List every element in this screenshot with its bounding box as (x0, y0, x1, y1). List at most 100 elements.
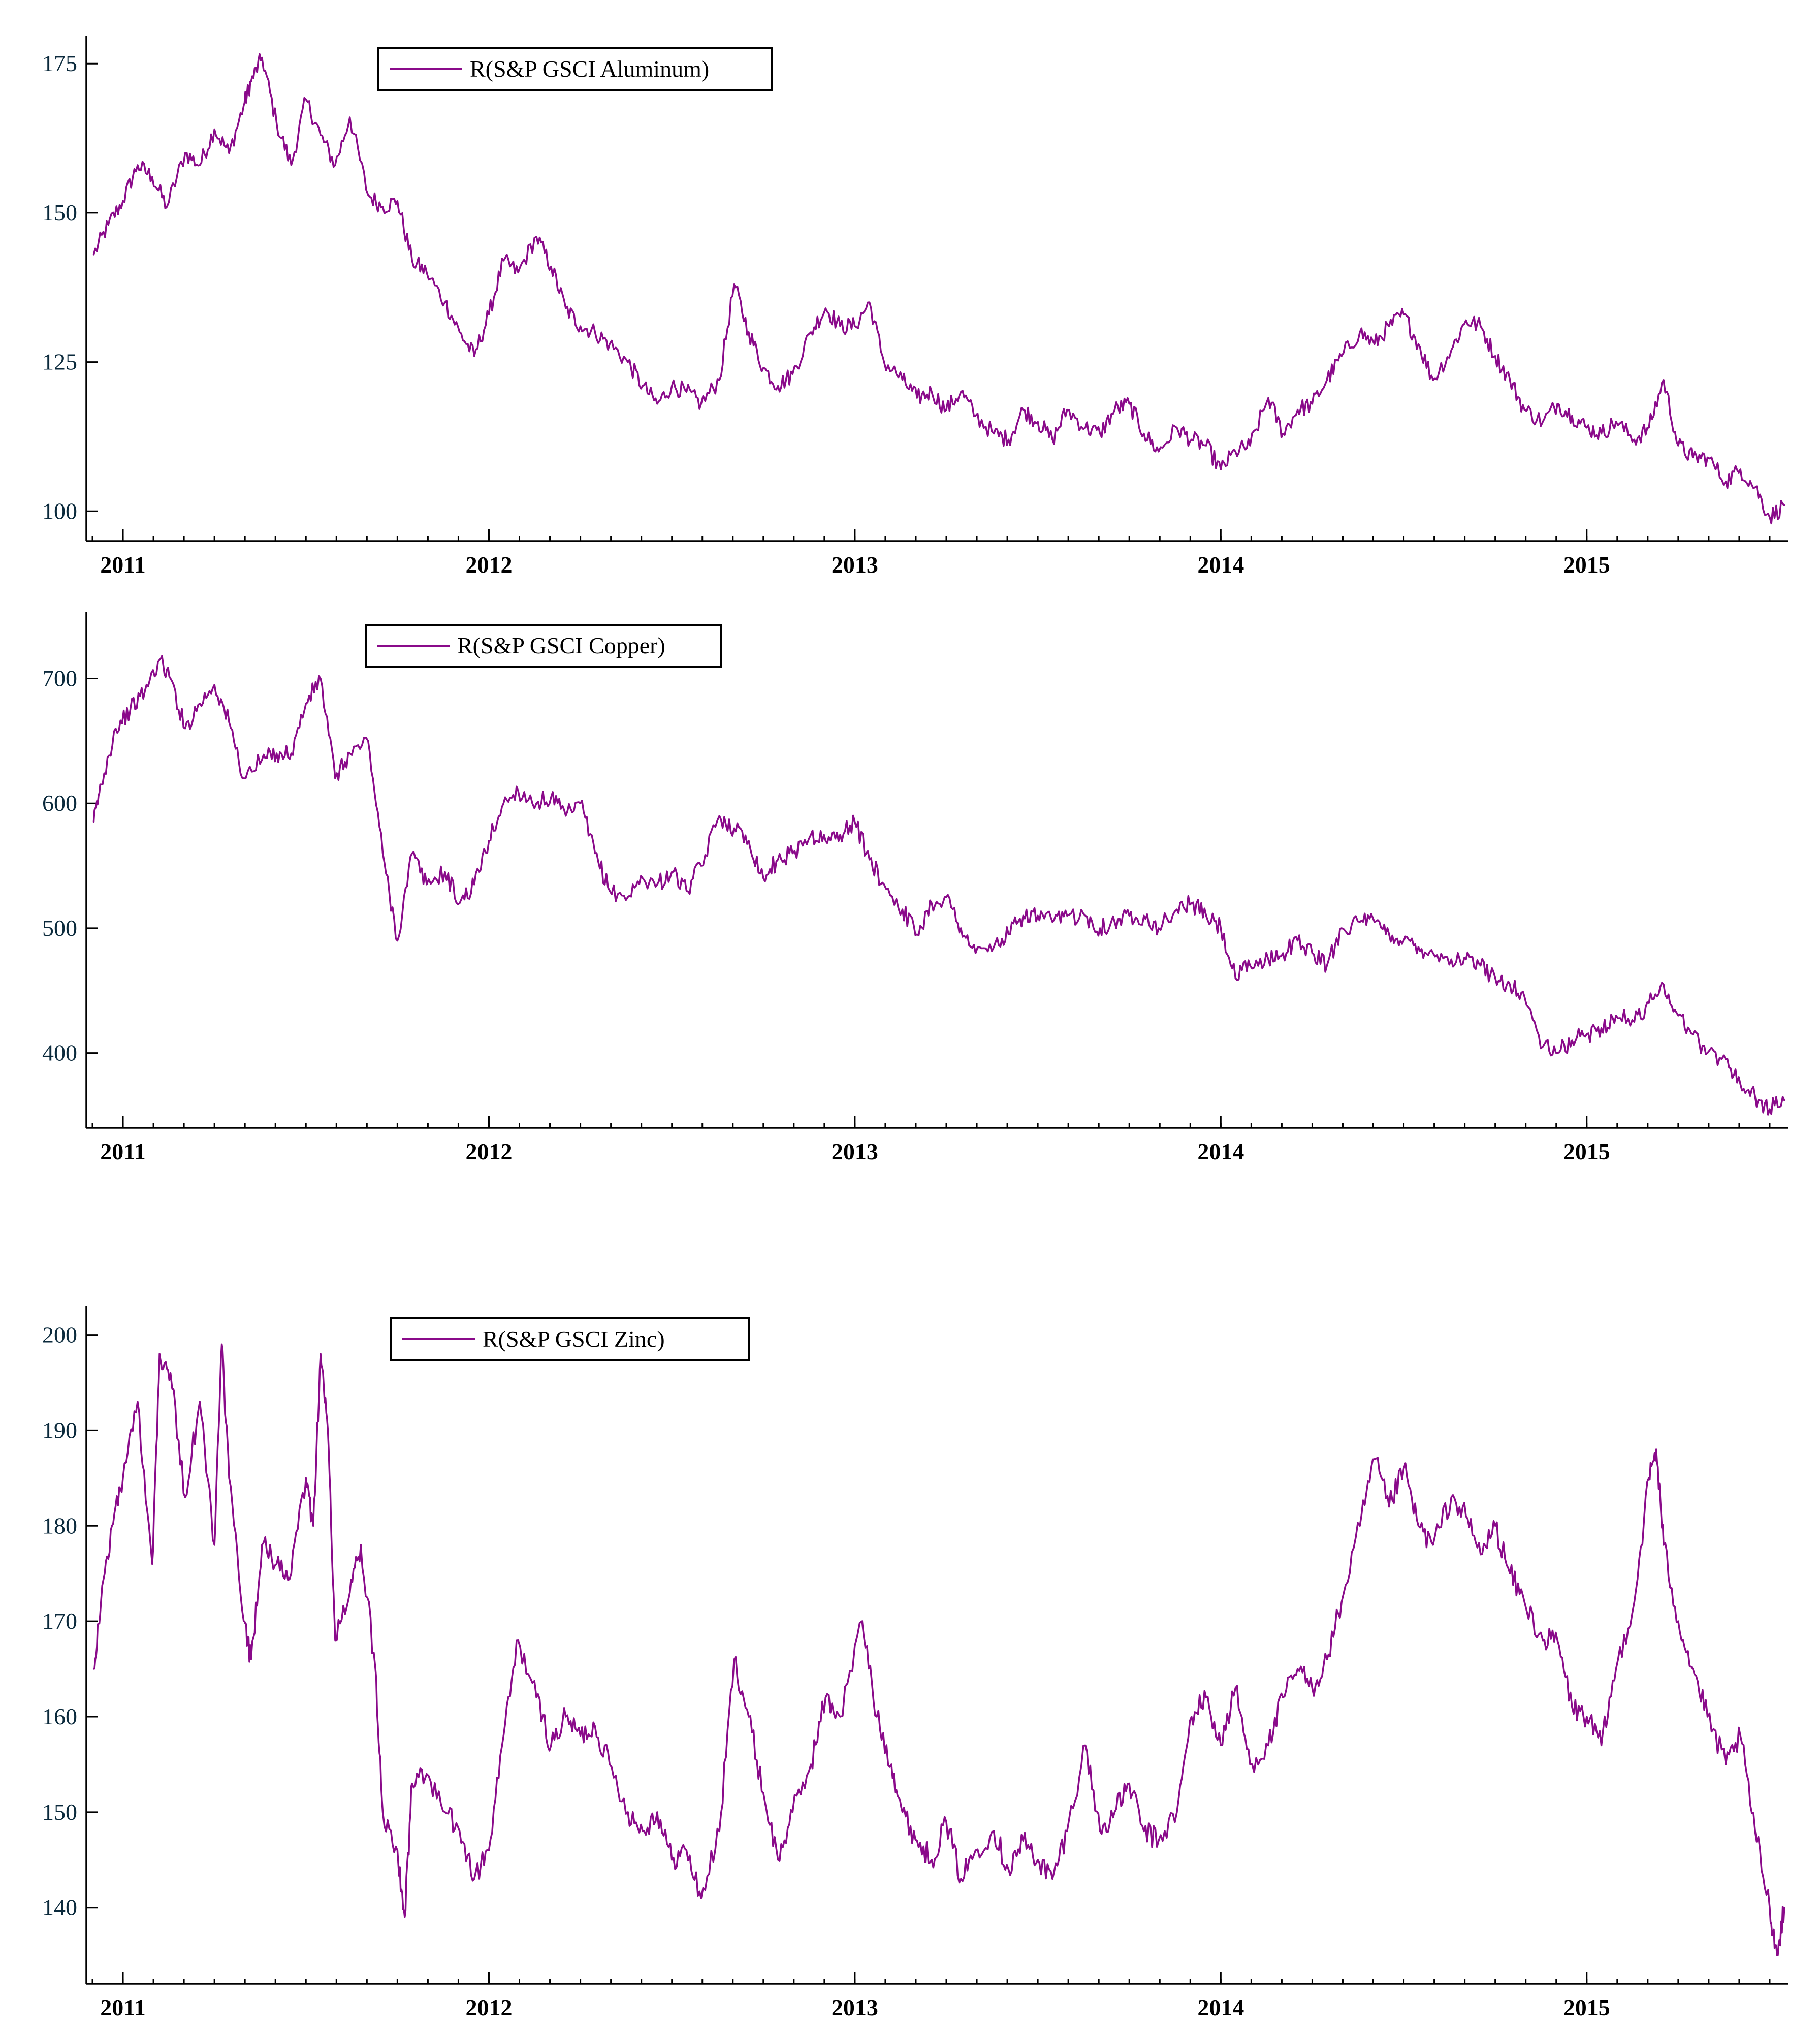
zinc-data-point (221, 1343, 223, 1345)
copper-data-point (184, 728, 186, 730)
aluminum-data-point (1176, 427, 1178, 429)
copper-data-point (1450, 958, 1452, 960)
copper-data-point (883, 883, 885, 886)
zinc-data-point (1556, 1639, 1558, 1642)
zinc-data-point (228, 1477, 230, 1479)
copper-x-tick-label: 2015 (1563, 1139, 1610, 1164)
zinc-data-point (1066, 1830, 1068, 1832)
aluminum-data-point (411, 260, 413, 262)
zinc-data-point (1234, 1687, 1236, 1689)
zinc-data-point (1051, 1878, 1053, 1880)
aluminum-data-point (1084, 427, 1087, 429)
copper-data-point (565, 815, 567, 817)
aluminum-data-point (459, 331, 461, 333)
zinc-data-point (594, 1725, 596, 1727)
copper-data-point (1359, 921, 1361, 923)
aluminum-data-point (1220, 468, 1222, 470)
zinc-data-point (459, 1830, 461, 1832)
copper-data-point (1677, 1015, 1679, 1017)
copper-data-point (671, 871, 673, 873)
zinc-data-point (824, 1696, 826, 1698)
zinc-data-point (1158, 1840, 1160, 1842)
zinc-data-point (349, 1592, 351, 1594)
aluminum-data-point (228, 152, 230, 154)
copper-data-point (1066, 914, 1068, 917)
zinc-data-point (777, 1859, 779, 1861)
copper-data-point (426, 883, 428, 886)
aluminum-data-point (810, 331, 812, 333)
zinc-data-point (733, 1658, 735, 1660)
copper-data-point (824, 840, 826, 842)
copper-panel: 400 500 600 700 2011 2012 2013 2014 2015 R(S&P GS… (42, 612, 1788, 1164)
copper-data-point (243, 777, 245, 779)
copper-data-point (1008, 933, 1009, 935)
copper-legend-box (365, 624, 722, 668)
copper-data-point (1417, 946, 1419, 948)
aluminum-data-point (261, 57, 263, 58)
copper-data-point (1571, 1039, 1573, 1041)
aluminum-panel: 100 125 150 175 2011 2012 2013 2014 2015 R(S&P GS… (42, 36, 1788, 578)
aluminum-data-point (975, 415, 977, 417)
copper-data-point (1663, 984, 1665, 985)
zinc-data-point (550, 1744, 552, 1746)
aluminum-data-point (1692, 457, 1694, 458)
copper-data-point (869, 859, 871, 861)
aluminum-data-point (1633, 438, 1635, 440)
aluminum-data-point (916, 397, 918, 399)
zinc-data-point (404, 1916, 406, 1918)
zinc-data-point (334, 1639, 336, 1642)
aluminum-data-point (883, 361, 885, 363)
aluminum-data-point (1374, 343, 1376, 345)
aluminum-x-tick-label: 2015 (1563, 552, 1610, 578)
copper-data-point (931, 902, 933, 904)
copper-data-point (473, 883, 475, 886)
copper-data-point (1297, 940, 1299, 941)
aluminum-data-point (1191, 438, 1193, 440)
aluminum-data-point (1037, 421, 1039, 423)
aluminum-y-tick-label: 125 (42, 349, 77, 375)
aluminum-y-tick-label: 100 (42, 498, 77, 524)
aluminum-data-point (1523, 409, 1525, 411)
aluminum-data-point (382, 206, 384, 208)
zinc-data-point (656, 1811, 658, 1813)
aluminum-data-point (184, 152, 186, 154)
aluminum-data-point (1099, 433, 1101, 435)
aluminum-data-point (1783, 504, 1785, 506)
zinc-data-point (1465, 1516, 1467, 1517)
zinc-data-point (250, 1658, 252, 1660)
copper-data-point (130, 709, 131, 711)
aluminum-data-point (945, 409, 947, 411)
zinc-data-point (382, 1811, 384, 1813)
zinc-data-point (1176, 1811, 1178, 1813)
zinc-x-tick-label: 2014 (1197, 1995, 1244, 2020)
aluminum-data-point (565, 307, 567, 309)
zinc-data-point (426, 1773, 428, 1775)
aluminum-data-point (1066, 409, 1068, 411)
aluminum-data-point (473, 355, 475, 357)
aluminum-data-point (1480, 325, 1482, 327)
aluminum-data-point (869, 301, 871, 303)
aluminum-data-point (791, 373, 793, 375)
zinc-data-point (1417, 1525, 1419, 1527)
copper-x-tick-label: 2014 (1197, 1139, 1244, 1164)
copper-data-point (993, 946, 995, 948)
zinc-data-point (1586, 1716, 1588, 1718)
aluminum-data-point (250, 81, 252, 82)
aluminum-data-point (1601, 433, 1603, 435)
zinc-data-point (876, 1716, 878, 1718)
zinc-series-line (93, 1343, 1785, 1956)
copper-data-point (1340, 927, 1343, 929)
aluminum-data-point (642, 385, 644, 387)
aluminum-data-point (1311, 403, 1313, 405)
zinc-data-point (1450, 1496, 1452, 1498)
copper-data-point (1739, 1083, 1741, 1085)
aluminum-data-point (1509, 379, 1511, 381)
aluminum-data-point (854, 325, 856, 327)
zinc-data-point (276, 1563, 278, 1565)
copper-data-point (960, 927, 962, 929)
zinc-data-point (580, 1735, 582, 1737)
zinc-legend-label: R(S&P GSCI Zinc) (483, 1326, 665, 1352)
aluminum-data-point (1677, 445, 1679, 447)
aluminum-data-point (1707, 457, 1708, 458)
